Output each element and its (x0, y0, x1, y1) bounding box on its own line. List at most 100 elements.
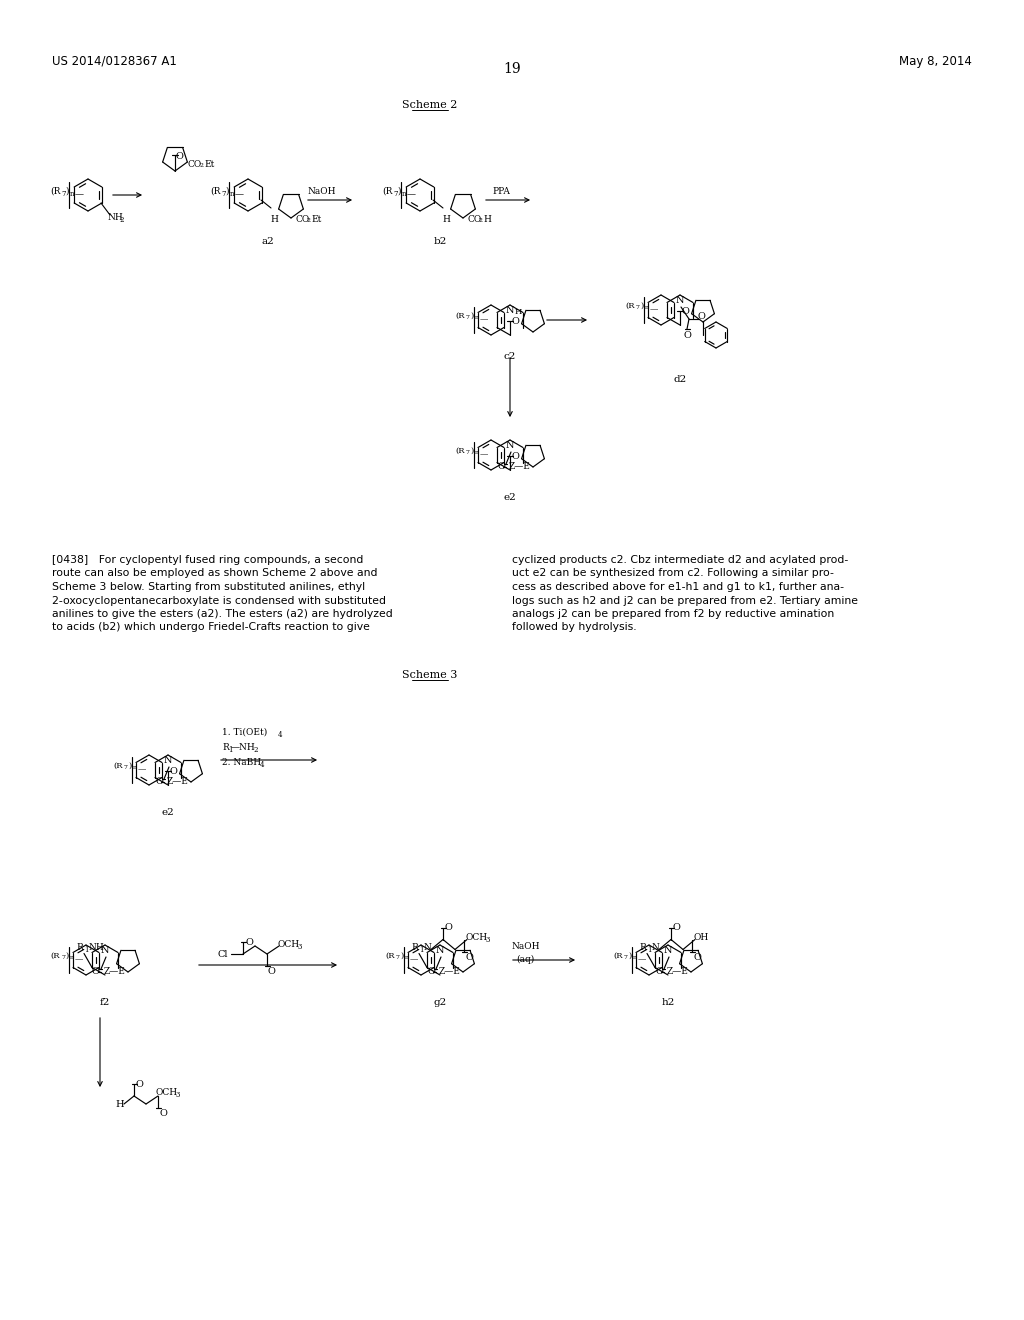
Text: —: — (234, 190, 244, 199)
Text: —: — (650, 305, 658, 313)
Text: logs such as h2 and j2 can be prepared from e2. Tertiary amine: logs such as h2 and j2 can be prepared f… (512, 595, 858, 606)
Text: n: n (70, 190, 75, 198)
Text: a2: a2 (261, 238, 274, 246)
Text: May 8, 2014: May 8, 2014 (899, 55, 972, 69)
Text: Z—E: Z—E (439, 968, 461, 975)
Text: O: O (176, 152, 184, 161)
Text: OCH: OCH (278, 940, 299, 949)
Text: H: H (515, 308, 522, 315)
Text: CO: CO (188, 160, 203, 169)
Text: CO: CO (467, 215, 481, 224)
Text: R: R (411, 944, 418, 953)
Text: f2: f2 (99, 998, 111, 1007)
Text: O: O (697, 312, 705, 321)
Text: 7: 7 (61, 190, 66, 198)
Text: uct e2 can be synthesized from c2. Following a similar pro-: uct e2 can be synthesized from c2. Follo… (512, 569, 834, 578)
Text: NaOH: NaOH (512, 942, 541, 950)
Text: O: O (444, 924, 452, 932)
Text: 7: 7 (624, 954, 628, 960)
Text: (R: (R (113, 762, 123, 770)
Text: Et: Et (204, 160, 214, 169)
Text: O: O (465, 953, 473, 961)
Text: OCH: OCH (465, 933, 487, 942)
Text: O: O (427, 968, 435, 975)
Text: O: O (268, 968, 275, 975)
Text: PPA: PPA (492, 187, 510, 195)
Text: Z—E: Z—E (104, 968, 126, 975)
Text: O: O (672, 924, 680, 932)
Text: ): ) (470, 312, 473, 319)
Text: H: H (115, 1100, 124, 1109)
Text: ): ) (225, 187, 228, 195)
Text: N: N (101, 946, 110, 954)
Text: N: N (164, 756, 172, 766)
Text: cess as described above for e1-h1 and g1 to k1, further ana-: cess as described above for e1-h1 and g1… (512, 582, 844, 591)
Text: NaOH: NaOH (308, 187, 337, 195)
Text: n: n (402, 190, 407, 198)
Text: —: — (75, 954, 83, 964)
Text: O: O (159, 1109, 167, 1118)
Text: ): ) (470, 447, 473, 455)
Text: R: R (222, 743, 228, 752)
Text: (R: (R (210, 187, 220, 195)
Text: route can also be employed as shown Scheme 2 above and: route can also be employed as shown Sche… (52, 569, 378, 578)
Text: b2: b2 (433, 238, 446, 246)
Text: O: O (92, 968, 100, 975)
Text: 7: 7 (61, 954, 65, 960)
Text: analogs j2 can be prepared from f2 by reductive amination: analogs j2 can be prepared from f2 by re… (512, 609, 835, 619)
Text: n: n (133, 766, 137, 770)
Text: Z—E: Z—E (667, 968, 689, 975)
Text: 2-oxocyclopentanecarboxylate is condensed with substituted: 2-oxocyclopentanecarboxylate is condense… (52, 595, 386, 606)
Text: H: H (442, 215, 450, 224)
Text: —: — (410, 954, 419, 964)
Text: Z—E: Z—E (167, 777, 188, 785)
Text: —: — (407, 190, 416, 199)
Text: (R: (R (613, 952, 623, 960)
Text: NH: NH (88, 944, 103, 953)
Text: e2: e2 (504, 492, 516, 502)
Text: O: O (511, 451, 519, 461)
Text: 2: 2 (200, 162, 204, 168)
Text: 3: 3 (176, 1092, 180, 1100)
Text: OH: OH (693, 933, 709, 942)
Text: ): ) (640, 302, 643, 310)
Text: 7: 7 (466, 315, 470, 319)
Text: ): ) (397, 187, 400, 195)
Text: O: O (681, 308, 689, 315)
Text: Z—E: Z—E (509, 462, 530, 471)
Text: R: R (639, 944, 646, 953)
Text: 1: 1 (419, 946, 424, 954)
Text: 19: 19 (503, 62, 521, 77)
Text: (aq): (aq) (516, 954, 535, 964)
Text: 1: 1 (84, 946, 88, 954)
Text: [0438]   For cyclopentyl fused ring compounds, a second: [0438] For cyclopentyl fused ring compou… (52, 554, 364, 565)
Text: (R: (R (50, 952, 59, 960)
Text: n: n (645, 305, 649, 310)
Text: —: — (480, 315, 488, 323)
Text: O: O (511, 317, 519, 326)
Text: ): ) (65, 187, 69, 195)
Text: ): ) (628, 952, 631, 960)
Text: —: — (638, 954, 646, 964)
Text: N: N (436, 946, 444, 954)
Text: Cl: Cl (218, 950, 228, 960)
Text: n: n (475, 450, 479, 455)
Text: n: n (475, 315, 479, 319)
Text: 2. NaBH: 2. NaBH (222, 758, 261, 767)
Text: —NH: —NH (231, 743, 256, 752)
Text: 3: 3 (485, 936, 489, 945)
Text: 1: 1 (647, 946, 651, 954)
Text: (R: (R (50, 187, 60, 195)
Text: n: n (633, 954, 637, 960)
Text: N: N (506, 306, 514, 315)
Text: N: N (506, 441, 514, 450)
Text: H: H (270, 215, 278, 224)
Text: NH: NH (108, 213, 124, 222)
Text: cyclized products c2. Cbz intermediate d2 and acylated prod-: cyclized products c2. Cbz intermediate d… (512, 554, 848, 565)
Text: c2: c2 (504, 352, 516, 360)
Text: —: — (75, 190, 84, 199)
Text: d2: d2 (674, 375, 687, 384)
Text: (R: (R (385, 952, 394, 960)
Text: OCH: OCH (156, 1088, 178, 1097)
Text: ): ) (128, 762, 131, 770)
